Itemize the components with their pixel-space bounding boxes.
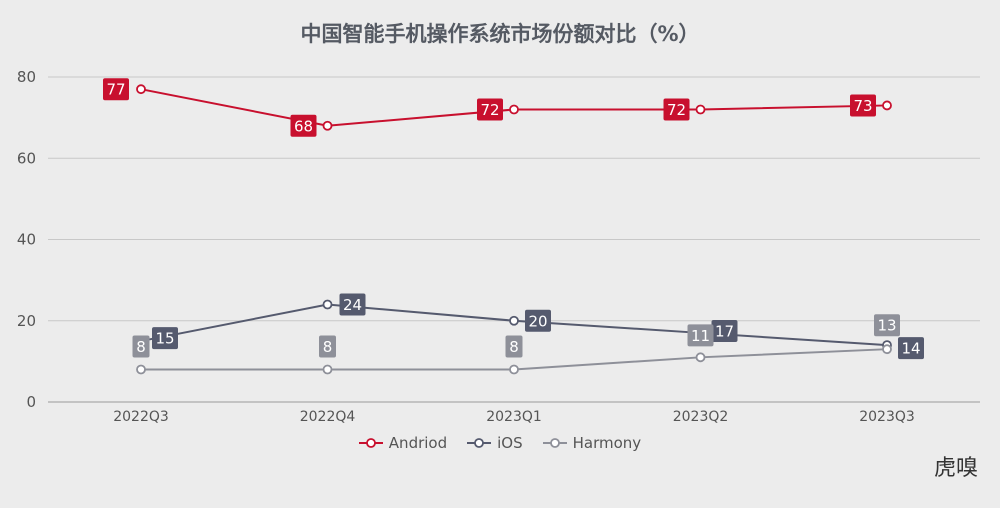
data-label-box bbox=[687, 324, 714, 347]
data-label: 77 bbox=[106, 81, 125, 99]
legend-marker bbox=[467, 438, 492, 448]
data-label-box bbox=[711, 319, 738, 342]
x-tick-label: 2023Q2 bbox=[673, 409, 729, 425]
x-tick-label: 2023Q1 bbox=[486, 409, 542, 425]
x-tick-label: 2022Q3 bbox=[113, 409, 169, 425]
y-tick-label: 40 bbox=[17, 231, 36, 249]
data-label: 17 bbox=[715, 322, 734, 340]
data-label: 24 bbox=[343, 296, 362, 314]
data-label: 68 bbox=[294, 117, 313, 135]
legend-item: iOS bbox=[467, 434, 523, 452]
data-label-box bbox=[525, 309, 551, 332]
chart-title: 中国智能手机操作系统市场份额对比（%） bbox=[300, 22, 700, 46]
data-point-andriod bbox=[695, 104, 706, 115]
data-label-box bbox=[339, 293, 366, 316]
y-tick-label: 60 bbox=[17, 149, 36, 167]
y-tick-label: 80 bbox=[17, 68, 36, 86]
data-point-harmony bbox=[509, 364, 519, 375]
data-label-box bbox=[103, 78, 129, 101]
data-label: 72 bbox=[480, 101, 499, 119]
x-tick-label: 2022Q4 bbox=[300, 409, 356, 425]
series-layer bbox=[136, 84, 892, 375]
data-label: 8 bbox=[136, 338, 146, 356]
data-point-andriod bbox=[136, 84, 146, 95]
data-label-layer: 77 68 72 72 73 15 24 20 17 14 8 8 8 11 13 bbox=[103, 78, 924, 360]
data-point-ios bbox=[509, 315, 519, 326]
legend: Andriod iOS Harmony bbox=[0, 434, 1000, 452]
legend-label: iOS bbox=[497, 434, 523, 452]
data-point-andriod bbox=[882, 100, 892, 111]
data-label: 8 bbox=[509, 338, 519, 356]
data-point-harmony bbox=[322, 364, 333, 375]
data-label: 8 bbox=[323, 338, 333, 356]
watermark-logo: 虎嗅 bbox=[933, 456, 978, 481]
data-label: 73 bbox=[853, 97, 872, 115]
legend-item: Andriod bbox=[358, 434, 448, 452]
data-point-harmony bbox=[136, 364, 146, 375]
legend-item: Harmony bbox=[542, 434, 642, 452]
legend-label: Harmony bbox=[572, 434, 642, 452]
data-label-box bbox=[152, 327, 178, 350]
legend-label: Andriod bbox=[388, 434, 448, 452]
y-tick-label: 0 bbox=[26, 393, 36, 411]
data-label: 11 bbox=[691, 327, 710, 345]
data-label-box bbox=[290, 114, 317, 137]
data-label-box bbox=[663, 98, 690, 121]
data-label-box bbox=[874, 314, 900, 337]
x-tick-label: 2023Q3 bbox=[859, 409, 915, 425]
data-point-andriod bbox=[509, 104, 519, 115]
data-label-box bbox=[132, 335, 150, 358]
data-label-box bbox=[477, 98, 503, 121]
data-label: 15 bbox=[155, 330, 174, 348]
data-label-box bbox=[898, 337, 924, 360]
data-label: 72 bbox=[667, 101, 686, 119]
data-label: 13 bbox=[877, 317, 896, 335]
axis-layer: 0 20 40 60 80 2022Q3 2022Q4 2023Q1 2023Q2 2023Q3 bbox=[17, 68, 915, 425]
data-label-box bbox=[319, 335, 336, 358]
data-label: 20 bbox=[528, 312, 547, 330]
data-point-andriod bbox=[322, 120, 333, 131]
data-point-ios bbox=[322, 299, 333, 310]
data-point-harmony bbox=[695, 352, 706, 363]
data-label: 14 bbox=[901, 340, 920, 358]
legend-marker bbox=[542, 438, 567, 448]
legend-marker bbox=[358, 438, 383, 448]
data-point-harmony bbox=[882, 344, 892, 355]
data-label-box bbox=[850, 94, 876, 117]
y-tick-label: 20 bbox=[17, 312, 36, 330]
data-label-box bbox=[505, 335, 523, 358]
